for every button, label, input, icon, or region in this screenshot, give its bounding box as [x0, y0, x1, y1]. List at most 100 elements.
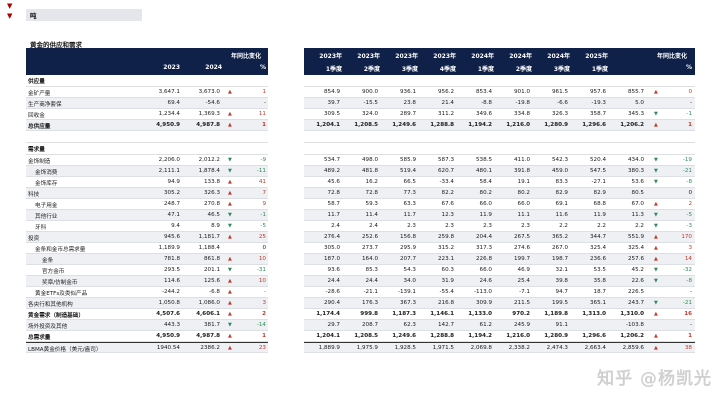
up-arrow-icon: ▲: [228, 333, 232, 339]
up-arrow-icon: ▲: [654, 234, 658, 240]
table-row: 305.0 273.7 295.9 315.2 317.3 274.6 267.0 325.4…: [304, 243, 695, 254]
cell-quarter-value: 267.5: [513, 234, 530, 240]
cell-quarter-value: 365.2: [551, 234, 568, 240]
cell-y2024: 4,987.8: [196, 333, 220, 339]
cell-quarter-value: 29.7: [327, 322, 340, 328]
cell-quarter-value: 295.9: [399, 245, 416, 251]
cell-quarter-value: 489.2: [323, 168, 340, 174]
table-row: 276.4 252.6 156.8 259.8 204.4 267.5 365.2 344.7…: [304, 232, 695, 243]
cell-y2024: 861.8: [203, 256, 220, 262]
cell-quarter-value: 1,296.6: [582, 333, 606, 339]
table-row: 534.7 498.0 585.9 587.3 538.5 411.0 542.3 520.4…: [304, 155, 695, 166]
cell-y2024: 1,181.7: [198, 234, 220, 240]
row-label: 总供应量: [28, 124, 51, 130]
table-row: 回收金 1,234.4 1,369.3 ▲ 11: [26, 109, 268, 120]
cell-y2024: 1,369.3: [198, 111, 220, 117]
cell-quarter-value: -33.4: [439, 179, 454, 185]
row-label: 场外投资及其他: [28, 324, 68, 330]
cell-quarter-value: 72.8: [327, 190, 340, 196]
cell-quarter-value: 276.4: [323, 234, 340, 240]
cell-yoy-pct: -19: [682, 157, 692, 163]
row-label: 回收金: [28, 113, 45, 119]
up-arrow-icon: ▲: [228, 89, 232, 95]
cell-quarter-value: 309.9: [475, 300, 492, 306]
cell-quarter-value: 315.2: [437, 245, 454, 251]
table-row: 29.7 208.7 62.3 142.7 61.2 245.9 91.1 -103.8 -: [304, 320, 695, 331]
cell-quarter-value: 58.4: [479, 179, 492, 185]
section-header-row: [304, 75, 695, 87]
cell-yoy-pct: -11: [256, 168, 266, 174]
cell-quarter-value: 519.4: [399, 168, 416, 174]
cell-quarter-value: 345.3: [627, 111, 644, 117]
cell-y2024: 1,086.0: [198, 300, 220, 306]
table-row: 1,174.4 999.8 1,187.3 1,146.1 1,133.0 970.2 1,…: [304, 309, 695, 320]
cell-quarter-value: 142.7: [437, 322, 454, 328]
cell-quarter-value: 1,216.0: [506, 122, 530, 128]
row-label: LBMA黄金价格（美元/盎司）: [28, 347, 102, 353]
cell-yoy-pct: -: [689, 100, 692, 106]
down-arrow-icon: ▼: [654, 300, 658, 306]
cell-y2023: 4,507.6: [156, 311, 180, 317]
up-arrow-icon: ▲: [228, 345, 232, 351]
header-quarter-year: 2024年: [547, 53, 570, 60]
row-label: 各央行和其他机构: [28, 302, 73, 308]
cell-quarter-value: 16.2: [365, 179, 378, 185]
cell-y2024: 1,878.4: [198, 168, 220, 174]
table-row: 官方金币 293.5 201.1 ▼ -31: [26, 265, 268, 276]
cell-quarter-value: 11.1: [517, 212, 530, 218]
cell-quarter-value: 1,288.8: [430, 333, 454, 339]
cell-quarter-value: 334.8: [513, 111, 530, 117]
cell-quarter-value: 853.4: [475, 89, 492, 95]
cell-quarter-value: 66.0: [479, 201, 492, 207]
cell-quarter-value: -103.8: [625, 322, 644, 328]
cell-quarter-value: 534.7: [323, 157, 340, 163]
header-pct: %: [259, 64, 266, 71]
cell-yoy-pct: -1: [686, 111, 692, 117]
row-label: 金矿产量: [28, 91, 51, 97]
cell-y2023: 4,950.9: [156, 122, 180, 128]
cell-quarter-value: 22.6: [631, 278, 644, 284]
cell-quarter-value: 1,208.5: [354, 333, 378, 339]
cell-quarter-value: 434.0: [627, 157, 644, 163]
cell-y2023: 1,189.9: [158, 245, 180, 251]
cell-yoy-pct: 10: [258, 278, 266, 284]
cell-y2023: 443.3: [163, 322, 180, 328]
cell-quarter-value: 211.5: [513, 300, 530, 306]
cell-quarter-value: 1,194.2: [468, 122, 492, 128]
cell-yoy-pct: 23: [258, 345, 266, 351]
cell-yoy-pct: -8: [686, 179, 692, 185]
collapse-triangle-icon[interactable]: ▼: [7, 2, 13, 10]
header-quarter: 3季度: [401, 66, 418, 73]
cell-quarter-value: 1,187.3: [392, 311, 416, 317]
cell-quarter-value: 1,971.5: [432, 345, 454, 351]
cell-y2024: 133.8: [203, 179, 220, 185]
cell-yoy-pct: -1: [260, 212, 266, 218]
cell-y2023: 3,647.1: [158, 89, 180, 95]
table-row: 总需求量 4,950.9 4,987.8 ▲ 1: [26, 331, 268, 342]
cell-quarter-value: 358.7: [589, 111, 606, 117]
row-label: 黄金需求（制造基础）: [28, 313, 84, 319]
up-arrow-icon: ▲: [654, 333, 658, 339]
cell-quarter-value: 305.0: [323, 245, 340, 251]
down-arrow-icon: ▼: [228, 267, 232, 273]
cell-quarter-value: 208.7: [361, 322, 378, 328]
cell-quarter-value: 66.0: [517, 201, 530, 207]
cell-quarter-value: 1,280.9: [544, 333, 568, 339]
header-quarter: 1季度: [325, 66, 342, 73]
header-quarter: 3季度: [553, 66, 570, 73]
cell-quarter-value: 2,859.6: [622, 345, 644, 351]
collapse-triangle-icon[interactable]: ▼: [7, 12, 13, 20]
cell-yoy-pct: 1: [688, 333, 692, 339]
cell-quarter-value: 311.2: [437, 111, 454, 117]
cell-quarter-value: 176.3: [361, 300, 378, 306]
table-row: 72.8 72.8 77.3 82.2 80.2 80.2 82.9 82.9 80.5 0: [304, 188, 695, 199]
cell-y2023: 47.1: [167, 212, 180, 218]
cell-y2024: 4,606.1: [196, 311, 220, 317]
table-row: 电子用金 248.7 270.8 ▲ 9: [26, 199, 268, 210]
cell-y2023: 2,111.1: [158, 168, 180, 174]
cell-quarter-value: 25.4: [517, 278, 530, 284]
cell-quarter-value: 970.2: [512, 311, 530, 317]
cell-quarter-value: 24.6: [479, 278, 492, 284]
cell-y2023: 945.6: [163, 234, 180, 240]
down-arrow-icon: ▼: [654, 157, 658, 163]
